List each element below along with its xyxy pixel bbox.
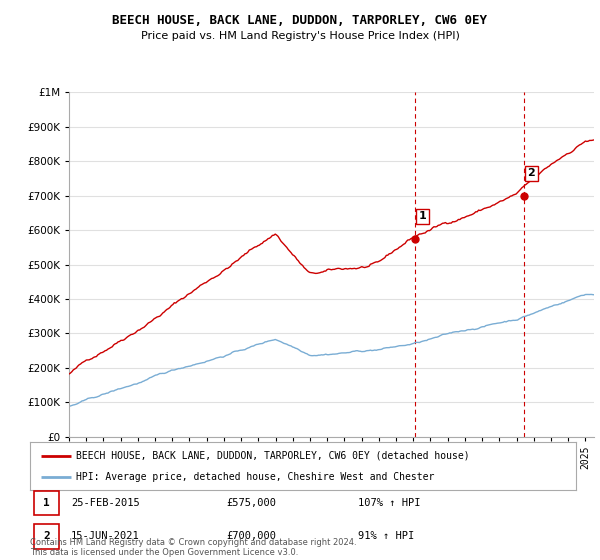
FancyBboxPatch shape bbox=[34, 491, 59, 515]
Text: 107% ↑ HPI: 107% ↑ HPI bbox=[358, 498, 420, 508]
Text: 15-JUN-2021: 15-JUN-2021 bbox=[71, 531, 140, 542]
Text: BEECH HOUSE, BACK LANE, DUDDON, TARPORLEY, CW6 0EY: BEECH HOUSE, BACK LANE, DUDDON, TARPORLE… bbox=[113, 14, 487, 27]
Text: 2: 2 bbox=[43, 531, 50, 542]
Text: 1: 1 bbox=[43, 498, 50, 508]
Text: Price paid vs. HM Land Registry's House Price Index (HPI): Price paid vs. HM Land Registry's House … bbox=[140, 31, 460, 41]
Text: £575,000: £575,000 bbox=[227, 498, 277, 508]
Text: £700,000: £700,000 bbox=[227, 531, 277, 542]
Text: 2: 2 bbox=[527, 169, 535, 178]
Text: HPI: Average price, detached house, Cheshire West and Chester: HPI: Average price, detached house, Ches… bbox=[76, 472, 435, 482]
Text: Contains HM Land Registry data © Crown copyright and database right 2024.
This d: Contains HM Land Registry data © Crown c… bbox=[30, 538, 356, 557]
FancyBboxPatch shape bbox=[34, 524, 59, 549]
Text: 91% ↑ HPI: 91% ↑ HPI bbox=[358, 531, 414, 542]
Text: 1: 1 bbox=[418, 211, 426, 221]
Text: 25-FEB-2015: 25-FEB-2015 bbox=[71, 498, 140, 508]
Text: BEECH HOUSE, BACK LANE, DUDDON, TARPORLEY, CW6 0EY (detached house): BEECH HOUSE, BACK LANE, DUDDON, TARPORLE… bbox=[76, 451, 470, 461]
